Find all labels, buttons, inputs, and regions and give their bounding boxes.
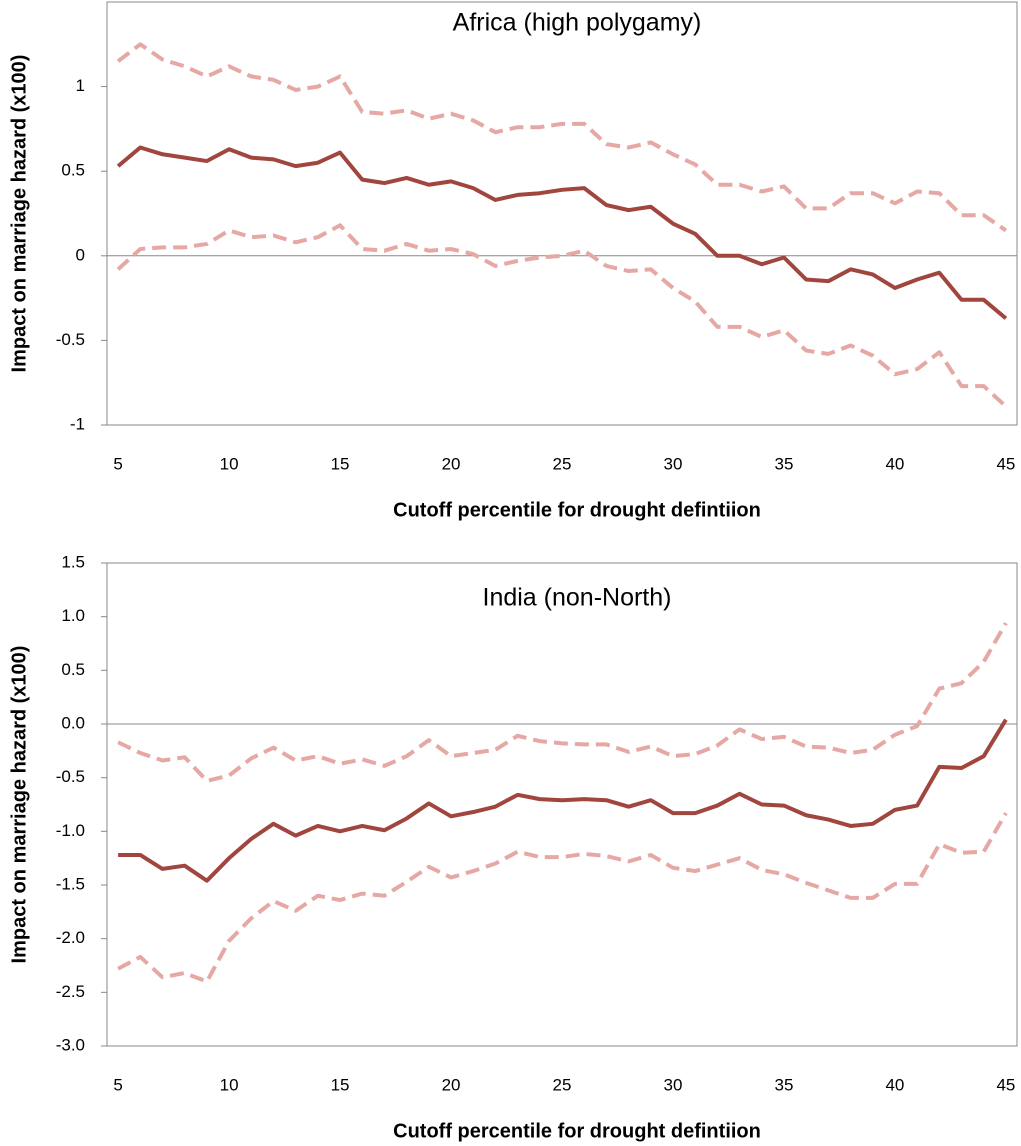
y-axis-title: Impact on marriage hazard (x100) xyxy=(8,646,30,964)
data-line xyxy=(116,223,1008,408)
x-tick-label: 45 xyxy=(996,454,1015,473)
y-tick-label: -2.5 xyxy=(56,982,85,1001)
y-tick-label: -3.0 xyxy=(56,1035,85,1054)
x-tick-label: 5 xyxy=(113,1075,122,1094)
x-tick-label: 40 xyxy=(885,1075,904,1094)
data-line xyxy=(116,42,1008,233)
data-line xyxy=(116,145,1008,320)
chart-title: India (non-North) xyxy=(483,584,672,612)
y-tick-label: 0 xyxy=(76,245,85,264)
x-tick-label: 30 xyxy=(664,1075,683,1094)
y-tick-label: 0.5 xyxy=(61,660,85,679)
plot-frame xyxy=(106,1,1018,426)
y-tick-label: -1.0 xyxy=(56,821,85,840)
x-tick-label: 45 xyxy=(996,1075,1015,1094)
x-tick-label: 35 xyxy=(774,1075,793,1094)
x-axis-title: Cutoff percentile for drought defintiion xyxy=(393,1120,761,1142)
y-tick-label: -1.5 xyxy=(56,874,85,893)
x-tick-label: 20 xyxy=(442,454,461,473)
y-tick-label: 0.5 xyxy=(61,161,85,180)
y-tick-label: 1.0 xyxy=(61,606,85,625)
x-tick-label: 40 xyxy=(885,454,904,473)
y-tick-label: -2.0 xyxy=(56,928,85,947)
x-tick-label: 20 xyxy=(442,1075,461,1094)
x-tick-label: 25 xyxy=(553,1075,572,1094)
x-tick-label: 15 xyxy=(331,1075,350,1094)
data-line xyxy=(117,812,1008,984)
y-tick-label: 0.0 xyxy=(61,713,85,732)
x-axis-title: Cutoff percentile for drought defintiion xyxy=(393,499,761,521)
y-tick-label: -0.5 xyxy=(56,767,85,786)
x-tick-label: 35 xyxy=(774,454,793,473)
x-tick-label: 15 xyxy=(331,454,350,473)
y-tick-label: -1 xyxy=(70,414,85,433)
x-tick-label: 30 xyxy=(664,454,683,473)
y-tick-label: 1.5 xyxy=(61,552,85,571)
x-tick-label: 5 xyxy=(113,454,122,473)
data-line xyxy=(117,622,1008,783)
data-line xyxy=(118,718,1008,883)
x-tick-label: 25 xyxy=(553,454,572,473)
x-tick-label: 10 xyxy=(220,454,239,473)
y-axis-title: Impact on marriage hazard (x100) xyxy=(8,55,30,373)
y-tick-label: 1 xyxy=(76,76,85,95)
plot-frame xyxy=(106,562,1018,1047)
chart-title: Africa (high polygamy) xyxy=(453,9,702,37)
y-tick-label: -0.5 xyxy=(56,330,85,349)
x-tick-label: 10 xyxy=(220,1075,239,1094)
